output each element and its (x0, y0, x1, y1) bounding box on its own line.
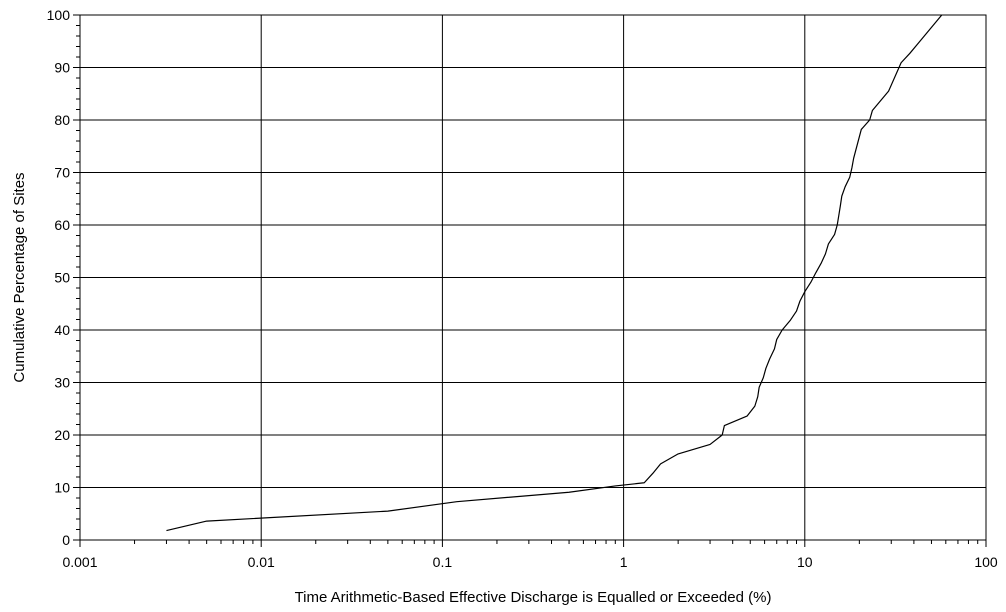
y-tick-labels: 0 10 20 30 40 50 60 70 80 90 100 (47, 7, 71, 548)
y-tick-label: 100 (47, 7, 71, 23)
y-tick-label: 50 (54, 270, 70, 286)
x-tick-label: 1 (620, 554, 628, 570)
series-line (166, 14, 943, 532)
x-tick-label: 0.1 (433, 554, 453, 570)
y-axis-title: Cumulative Percentage of Sites (11, 172, 28, 382)
y-tick-label: 30 (54, 375, 70, 391)
minor-ticks (73, 14, 987, 547)
plot-frame (79, 14, 987, 541)
x-tick-label: 0.001 (62, 554, 97, 570)
y-tick-label: 10 (54, 480, 70, 496)
y-tick-label: 70 (54, 165, 70, 181)
x-tick-label: 0.01 (248, 554, 275, 570)
grid-lines (79, 14, 987, 541)
y-tick-label: 0 (62, 532, 70, 548)
y-tick-label: 80 (54, 112, 70, 128)
x-tick-label: 10 (797, 554, 813, 570)
y-tick-label: 90 (54, 60, 70, 76)
x-tick-labels: 0.001 0.01 0.1 1 10 100 (62, 554, 997, 570)
y-tick-label: 40 (54, 322, 70, 338)
y-tick-label: 60 (54, 217, 70, 233)
x-axis-title: Time Arithmetic-Based Effective Discharg… (295, 589, 772, 606)
x-tick-label: 100 (974, 554, 998, 570)
y-tick-label: 20 (54, 427, 70, 443)
